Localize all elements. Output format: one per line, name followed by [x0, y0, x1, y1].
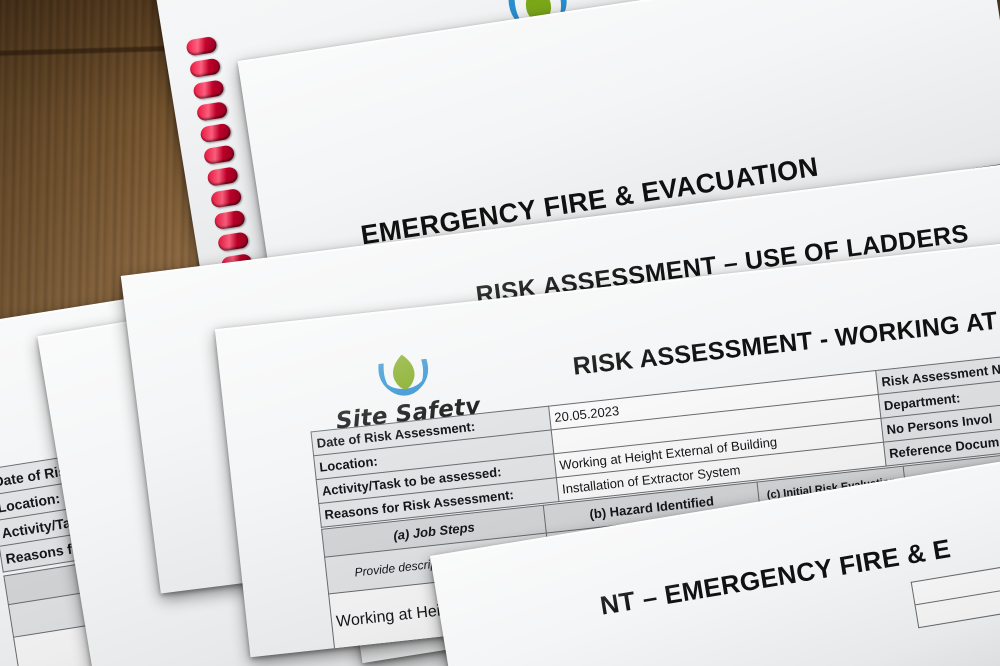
document-risk-assessment-working-at-height[interactable]: Site Safety RISK ASSESSMENT - WORKING AT…	[214, 236, 1000, 658]
bottom-feva-title: NT – EMERGENCY FIRE & E	[597, 533, 953, 621]
site-safety-logo: Site Safety	[327, 343, 484, 435]
